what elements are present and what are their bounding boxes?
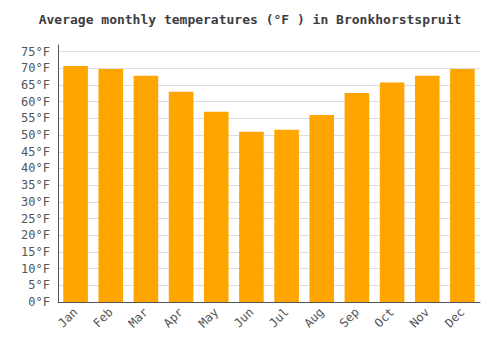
svg-text:Jan: Jan	[55, 305, 80, 330]
svg-text:45°F: 45°F	[21, 145, 50, 159]
svg-text:20°F: 20°F	[21, 228, 50, 242]
svg-text:Mar: Mar	[126, 305, 151, 330]
svg-text:40°F: 40°F	[21, 161, 50, 175]
svg-text:30°F: 30°F	[21, 195, 50, 209]
svg-text:35°F: 35°F	[21, 178, 50, 192]
svg-text:25°F: 25°F	[21, 212, 50, 226]
svg-text:May: May	[196, 305, 221, 330]
svg-text:Jul: Jul	[266, 305, 291, 330]
svg-text:Nov: Nov	[407, 305, 432, 330]
svg-text:Feb: Feb	[90, 305, 115, 330]
svg-text:Aug: Aug	[301, 305, 326, 330]
svg-text:60°F: 60°F	[21, 95, 50, 109]
svg-text:Jun: Jun	[231, 305, 256, 330]
svg-text:5°F: 5°F	[28, 278, 50, 292]
svg-text:70°F: 70°F	[21, 61, 50, 75]
svg-text:55°F: 55°F	[21, 111, 50, 125]
svg-text:15°F: 15°F	[21, 245, 50, 259]
svg-text:Oct: Oct	[372, 305, 397, 330]
svg-text:Average monthly temperatures (: Average monthly temperatures (°F ) in Br…	[39, 12, 462, 27]
svg-text:50°F: 50°F	[21, 128, 50, 142]
svg-text:0°F: 0°F	[28, 295, 50, 309]
svg-text:Apr: Apr	[161, 305, 186, 330]
svg-text:65°F: 65°F	[21, 78, 50, 92]
svg-text:Dec: Dec	[442, 305, 467, 330]
svg-text:Sep: Sep	[337, 305, 362, 330]
svg-text:75°F: 75°F	[21, 45, 50, 59]
svg-text:10°F: 10°F	[21, 262, 50, 276]
